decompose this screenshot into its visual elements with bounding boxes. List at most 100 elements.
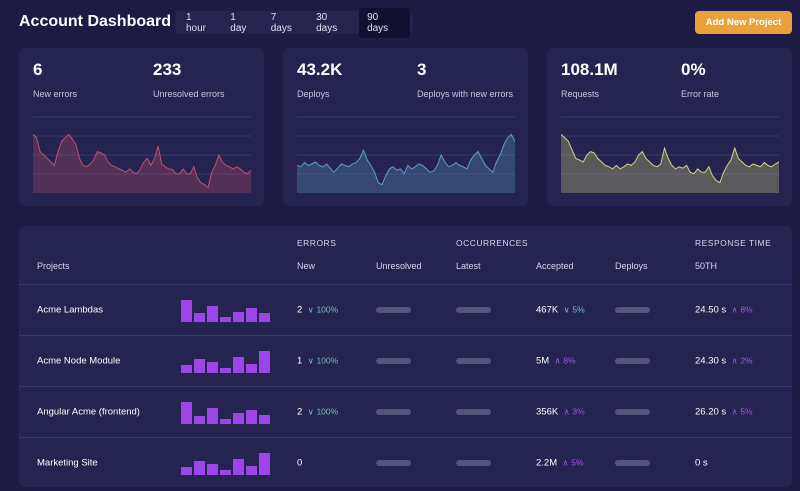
- trend-up-icon: ∧: [731, 406, 738, 417]
- response-time-change: 5%: [740, 406, 753, 417]
- response-time-value: 26.20 s: [695, 406, 727, 418]
- accepted: 5M ∧ 8%: [536, 356, 576, 367]
- sparkline-chart: [297, 116, 515, 193]
- new-errors-value: 1: [297, 355, 303, 367]
- accepted-change: 5%: [572, 304, 585, 315]
- project-name[interactable]: Marketing Site: [37, 457, 98, 469]
- tab-30-days[interactable]: 30 days: [316, 11, 338, 34]
- sparkline-area: [561, 134, 779, 193]
- trend-down-icon: ∨: [307, 355, 314, 366]
- project-name[interactable]: Acme Node Module: [37, 355, 121, 367]
- column-header-new[interactable]: New: [297, 261, 316, 271]
- activity-bar: [259, 313, 270, 322]
- activity-bar: [207, 362, 218, 373]
- column-header-accepted[interactable]: Accepted: [536, 261, 574, 271]
- activity-bar: [233, 312, 244, 322]
- stat: 43.2K Deploys: [297, 60, 342, 99]
- deploys-placeholder: [615, 358, 650, 364]
- activity-bar: [233, 459, 244, 475]
- activity-bar: [233, 357, 244, 373]
- sparkline-area: [297, 134, 515, 193]
- stat-label: New errors: [33, 89, 78, 99]
- column-header-projects[interactable]: Projects: [37, 261, 70, 271]
- tab-1-hour[interactable]: 1 hour: [186, 11, 207, 34]
- latest-placeholder: [456, 307, 491, 313]
- unresolved-placeholder: [376, 358, 411, 364]
- activity-bar: [220, 317, 231, 322]
- new-errors: 2 ∨ 100%: [297, 305, 338, 316]
- activity-bar: [220, 470, 231, 475]
- response-time-value: 24.50 s: [695, 304, 727, 316]
- activity-bar: [246, 308, 257, 322]
- projects-table: ERRORS OCCURRENCES RESPONSE TIME Project…: [19, 226, 792, 487]
- response-time-change: 8%: [740, 304, 753, 315]
- response-time-value: 24.30 s: [695, 355, 727, 367]
- trend-up-icon: ∧: [563, 406, 570, 417]
- new-errors-value: 0: [297, 457, 303, 469]
- trend-up-icon: ∧: [554, 355, 561, 366]
- trend-up-icon: ∧: [731, 355, 738, 366]
- stat-card: 43.2K Deploys 3 Deploys with new errors: [283, 48, 528, 206]
- sparkline-line: [297, 133, 515, 186]
- stat-value: 3: [417, 60, 427, 79]
- stat: 0% Error rate: [681, 60, 719, 99]
- activity-bar: [194, 416, 205, 424]
- unresolved-placeholder: [376, 307, 411, 313]
- stat-label: Deploys: [297, 89, 330, 99]
- accepted-change: 8%: [563, 355, 576, 366]
- table-row[interactable]: Acme Lambdas 2 ∨ 100% 467K ∨ 5% 24.50 s ∧ 8…: [19, 284, 792, 335]
- activity-bar: [259, 351, 270, 373]
- sparkline-line: [33, 133, 251, 189]
- activity-bars: [181, 298, 270, 322]
- activity-bars: [181, 349, 270, 373]
- tab-1-day[interactable]: 1 day: [230, 11, 247, 34]
- stat-card: 6 New errors 233 Unresolved errors: [19, 48, 264, 206]
- activity-bar: [207, 408, 218, 424]
- stat: 3 Deploys with new errors: [417, 60, 513, 99]
- accepted-value: 356K: [536, 406, 559, 418]
- stat: 108.1M Requests: [561, 60, 618, 99]
- stat-value: 108.1M: [561, 60, 618, 79]
- group-header-response-time: RESPONSE TIME: [695, 238, 772, 248]
- column-header-unresolved[interactable]: Unresolved: [376, 261, 422, 271]
- trend-down-icon: ∨: [563, 304, 570, 315]
- column-header-latest[interactable]: Latest: [456, 261, 481, 271]
- stat-label: Deploys with new errors: [417, 89, 514, 99]
- accepted-change: 5%: [571, 457, 584, 468]
- table-row[interactable]: Angular Acme (frontend) 2 ∨ 100% 356K ∧ 3%…: [19, 386, 792, 437]
- table-row[interactable]: Acme Node Module 1 ∨ 100% 5M ∧ 8% 24.30 s ∧…: [19, 335, 792, 386]
- accepted-value: 2.2M: [536, 457, 558, 469]
- accepted-value: 5M: [536, 355, 550, 367]
- tab-90-days[interactable]: 90 days: [359, 7, 411, 38]
- sparkline-chart: [561, 116, 779, 193]
- latest-placeholder: [456, 358, 491, 364]
- add-new-project-button[interactable]: Add New Project: [695, 11, 792, 34]
- stat-value: 233: [153, 60, 182, 79]
- activity-bar: [181, 402, 192, 424]
- project-name[interactable]: Acme Lambdas: [37, 304, 104, 316]
- activity-bars: [181, 400, 270, 424]
- response-time: 24.50 s ∧ 8%: [695, 305, 753, 316]
- column-header-deploys[interactable]: Deploys: [615, 261, 648, 271]
- response-time: 0 s: [695, 458, 708, 469]
- accepted-change: 3%: [572, 406, 585, 417]
- activity-bar: [246, 410, 257, 424]
- activity-bar: [220, 419, 231, 424]
- time-range-tabs: 1 hour 1 day 7 days 30 days 90 days: [175, 7, 413, 38]
- column-header-50th[interactable]: 50TH: [695, 261, 718, 271]
- project-name[interactable]: Angular Acme (frontend): [37, 406, 140, 418]
- accepted-value: 467K: [536, 304, 559, 316]
- stat-label: Error rate: [681, 89, 720, 99]
- accepted: 356K ∧ 3%: [536, 407, 585, 418]
- activity-bar: [194, 313, 205, 322]
- response-time: 24.30 s ∧ 2%: [695, 356, 753, 367]
- new-errors-value: 2: [297, 304, 303, 316]
- unresolved-placeholder: [376, 409, 411, 415]
- stat-card: 108.1M Requests 0% Error rate: [547, 48, 792, 206]
- activity-bar: [233, 413, 244, 424]
- tab-7-days[interactable]: 7 days: [270, 11, 292, 34]
- table-row[interactable]: Marketing Site 0 2.2M ∧ 5% 0 s: [19, 437, 792, 488]
- activity-bar: [207, 464, 218, 475]
- accepted: 467K ∨ 5%: [536, 305, 585, 316]
- deploys-placeholder: [615, 409, 650, 415]
